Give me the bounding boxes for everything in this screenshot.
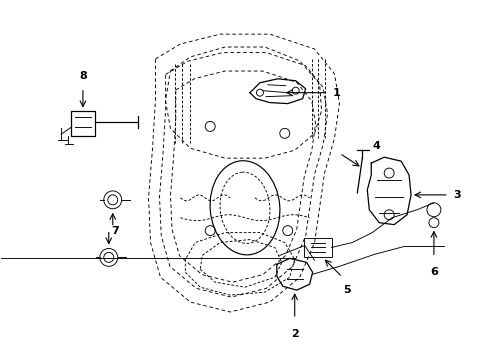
- Text: 8: 8: [79, 71, 87, 81]
- Text: 2: 2: [290, 329, 298, 339]
- Circle shape: [103, 191, 122, 209]
- FancyBboxPatch shape: [71, 111, 95, 136]
- Text: 5: 5: [343, 285, 350, 295]
- Text: 4: 4: [371, 141, 379, 151]
- Text: 3: 3: [453, 190, 461, 200]
- Circle shape: [100, 248, 118, 266]
- Text: 7: 7: [111, 226, 119, 235]
- FancyBboxPatch shape: [303, 238, 331, 257]
- Text: 1: 1: [332, 88, 340, 98]
- Text: 6: 6: [429, 267, 437, 277]
